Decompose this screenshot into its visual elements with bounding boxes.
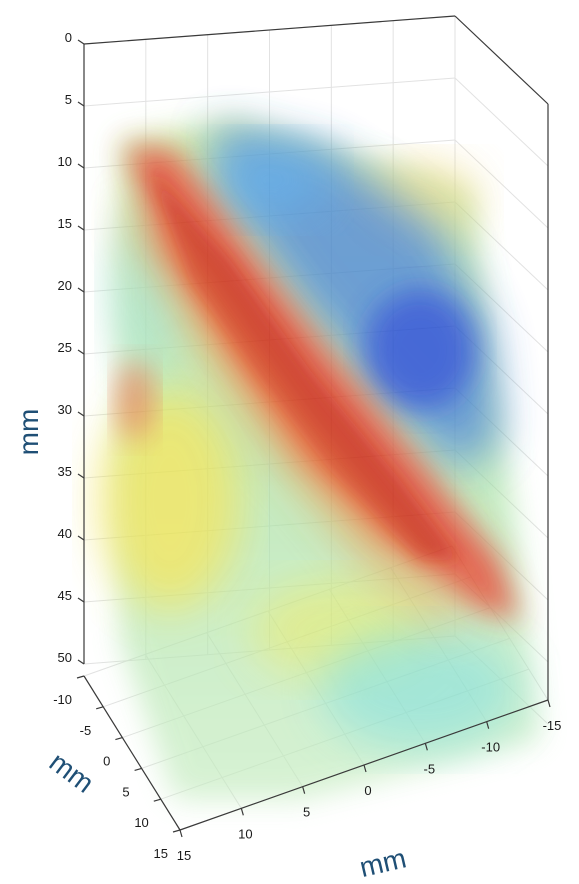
x-tick-label: 5 <box>303 805 310 820</box>
z-tick-label: 30 <box>58 402 72 417</box>
grid-line <box>83 77 456 107</box>
x-tick-mark <box>240 808 244 816</box>
z-tick-label: 20 <box>58 278 72 293</box>
z-axis-label: mm <box>13 409 44 456</box>
y-tick-mark <box>172 829 181 833</box>
z-tick-mark <box>77 101 85 107</box>
y-tick-mark <box>96 706 104 710</box>
z-tick-mark <box>77 659 85 665</box>
top-right-edge <box>454 15 549 105</box>
x-tick-mark <box>424 743 428 751</box>
y-tick-label: 15 <box>154 846 168 861</box>
z-tick-mark <box>77 473 85 479</box>
x-ticks: 15 10 5 0 -5 -10 -15 <box>177 718 562 863</box>
yellow-region-left <box>100 390 240 610</box>
x-tick-mark <box>547 699 551 708</box>
y-ticks: -10 -5 05 10 15 <box>53 692 168 861</box>
x-tick-label: 15 <box>177 848 191 863</box>
y-tick-mark <box>134 767 142 771</box>
y-tick-mark <box>153 798 161 802</box>
z-tick-label: 35 <box>58 464 72 479</box>
x-tick-mark <box>179 829 183 838</box>
z-tick-mark <box>77 597 85 603</box>
x-tick-mark <box>486 721 490 729</box>
z-tick-label: 0 <box>65 30 72 45</box>
z-tick-mark <box>77 349 85 355</box>
z-tick-label: 45 <box>58 588 72 603</box>
x-tick-label: -10 <box>481 740 500 755</box>
y-tick-mark <box>115 737 123 741</box>
x-tick-label: 0 <box>364 783 371 798</box>
z-tick-label: 10 <box>58 154 72 169</box>
z-tick-label: 40 <box>58 526 72 541</box>
volume-render <box>100 118 540 800</box>
y-axis-line <box>83 675 181 831</box>
red-patch-left <box>115 360 155 440</box>
x-tick-mark <box>302 786 306 794</box>
x-tick-label: -15 <box>543 718 562 733</box>
x-tick-label: 10 <box>238 826 252 841</box>
red-core <box>150 170 460 560</box>
y-tick-mark <box>76 675 85 679</box>
y-tick-label: -10 <box>53 692 72 707</box>
axes-frame <box>76 15 551 838</box>
z-tick-label: 15 <box>58 216 72 231</box>
z-tick-label: 50 <box>58 650 72 665</box>
x-tick-label: -5 <box>424 761 436 776</box>
grid-line <box>454 77 549 167</box>
y-tick-label: 10 <box>134 815 148 830</box>
cyan-region-lower <box>320 630 520 750</box>
blue-core <box>365 290 475 410</box>
y-tick-label: 0 <box>103 754 110 769</box>
z-tick-mark <box>77 39 85 45</box>
blue-light <box>210 140 330 220</box>
orange-fringe <box>130 190 470 625</box>
z-tick-label: 5 <box>65 92 72 107</box>
z-tick-mark <box>77 287 85 293</box>
z-tick-label: 25 <box>58 340 72 355</box>
top-back-edge <box>83 15 456 45</box>
z-tick-mark <box>77 535 85 541</box>
y-axis-label: mm <box>44 746 100 799</box>
x-axis-label: mm <box>357 842 409 883</box>
z-tick-mark <box>77 411 85 417</box>
z-ticks: 0 5 10 15 20 25 30 35 40 45 50 <box>58 30 72 665</box>
x-tick-mark <box>363 764 367 773</box>
z-tick-mark <box>77 225 85 231</box>
z-tick-mark <box>77 163 85 169</box>
y-tick-label: -5 <box>80 723 92 738</box>
grid-line <box>454 139 549 229</box>
y-tick-label: 5 <box>122 784 129 799</box>
